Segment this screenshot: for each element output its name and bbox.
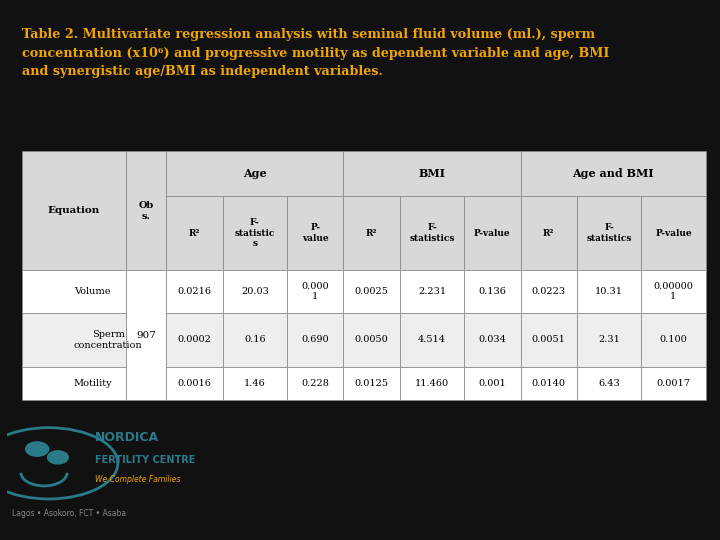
- Text: 0.00000
1: 0.00000 1: [654, 282, 693, 301]
- Text: R²: R²: [543, 228, 554, 238]
- Text: FERTILITY CENTRE: FERTILITY CENTRE: [95, 455, 195, 465]
- Bar: [577, 271, 642, 313]
- Ellipse shape: [48, 451, 68, 464]
- Text: R²: R²: [366, 228, 377, 238]
- Bar: [521, 313, 577, 367]
- Text: 11.460: 11.460: [415, 379, 449, 388]
- Bar: [642, 271, 706, 313]
- Bar: [22, 313, 126, 367]
- Text: 0.000
1: 0.000 1: [302, 282, 329, 301]
- Bar: [126, 151, 166, 271]
- Bar: [400, 271, 464, 313]
- Text: 0.136: 0.136: [478, 287, 506, 296]
- Text: 0.0016: 0.0016: [178, 379, 212, 388]
- Bar: [400, 313, 464, 367]
- Text: 2.231: 2.231: [418, 287, 446, 296]
- Text: 20.03: 20.03: [241, 287, 269, 296]
- Text: R²: R²: [189, 228, 200, 238]
- Text: F-
statistic
s: F- statistic s: [235, 218, 275, 248]
- Bar: [464, 196, 521, 271]
- Text: 0.0050: 0.0050: [355, 335, 389, 345]
- Bar: [577, 367, 642, 400]
- Text: F-
statistics: F- statistics: [586, 224, 631, 243]
- Bar: [166, 367, 222, 400]
- Text: F-
statistics: F- statistics: [409, 224, 455, 243]
- Text: We Complete Families: We Complete Families: [95, 475, 180, 484]
- Text: P-value: P-value: [474, 228, 510, 238]
- Text: 0.0017: 0.0017: [657, 379, 690, 388]
- Text: Age: Age: [243, 168, 267, 179]
- Text: Volume: Volume: [74, 287, 110, 296]
- Text: 0.001: 0.001: [479, 379, 506, 388]
- Text: Table 2. Multivariate regression analysis with seminal fluid volume (ml.), sperm: Table 2. Multivariate regression analysi…: [22, 29, 609, 78]
- Text: 0.0140: 0.0140: [531, 379, 566, 388]
- Bar: [222, 196, 287, 271]
- Text: 2.31: 2.31: [598, 335, 620, 345]
- Text: Ob
s.: Ob s.: [139, 201, 154, 220]
- Text: 4.514: 4.514: [418, 335, 446, 345]
- Bar: [343, 196, 400, 271]
- Bar: [222, 313, 287, 367]
- Text: 0.0025: 0.0025: [355, 287, 389, 296]
- Bar: [166, 271, 222, 313]
- Bar: [166, 313, 222, 367]
- Bar: [222, 271, 287, 313]
- Bar: [577, 313, 642, 367]
- Text: 907: 907: [136, 330, 156, 340]
- Text: Equation: Equation: [48, 206, 100, 215]
- Text: 0.16: 0.16: [244, 335, 266, 345]
- Bar: [287, 271, 343, 313]
- Text: P-
value: P- value: [302, 224, 328, 243]
- Text: 0.228: 0.228: [302, 379, 329, 388]
- Text: Sperm
concentration: Sperm concentration: [74, 330, 143, 350]
- Bar: [166, 196, 222, 271]
- Bar: [642, 313, 706, 367]
- Text: 0.0051: 0.0051: [532, 335, 566, 345]
- Text: 0.690: 0.690: [302, 335, 329, 345]
- Bar: [287, 367, 343, 400]
- Bar: [343, 313, 400, 367]
- Text: 0.0216: 0.0216: [178, 287, 212, 296]
- Bar: [464, 367, 521, 400]
- Bar: [642, 196, 706, 271]
- Bar: [400, 196, 464, 271]
- Text: 0.0002: 0.0002: [178, 335, 212, 345]
- Text: P-value: P-value: [655, 228, 692, 238]
- Bar: [521, 271, 577, 313]
- Bar: [400, 367, 464, 400]
- Text: 1.46: 1.46: [244, 379, 266, 388]
- Bar: [22, 367, 126, 400]
- Text: 0.0223: 0.0223: [531, 287, 566, 296]
- Text: Lagos • Asokoro, FCT • Asaba: Lagos • Asokoro, FCT • Asaba: [12, 509, 126, 518]
- Bar: [22, 271, 126, 313]
- Text: NORDICA: NORDICA: [95, 431, 159, 444]
- Bar: [464, 271, 521, 313]
- Text: Age and BMI: Age and BMI: [572, 168, 654, 179]
- Bar: [222, 367, 287, 400]
- Bar: [577, 196, 642, 271]
- Text: Motility: Motility: [74, 379, 112, 388]
- Bar: [22, 151, 126, 271]
- Bar: [521, 196, 577, 271]
- Text: 0.100: 0.100: [660, 335, 688, 345]
- Text: 10.31: 10.31: [595, 287, 623, 296]
- Text: 0.034: 0.034: [478, 335, 506, 345]
- Ellipse shape: [26, 442, 49, 456]
- Bar: [343, 271, 400, 313]
- Bar: [343, 367, 400, 400]
- Bar: [521, 151, 706, 196]
- Bar: [642, 367, 706, 400]
- Bar: [343, 151, 521, 196]
- Text: 6.43: 6.43: [598, 379, 620, 388]
- Text: 0.0125: 0.0125: [355, 379, 389, 388]
- Bar: [287, 313, 343, 367]
- Bar: [126, 271, 166, 400]
- Bar: [287, 196, 343, 271]
- Bar: [166, 151, 343, 196]
- Bar: [464, 313, 521, 367]
- Bar: [521, 367, 577, 400]
- Text: BMI: BMI: [418, 168, 446, 179]
